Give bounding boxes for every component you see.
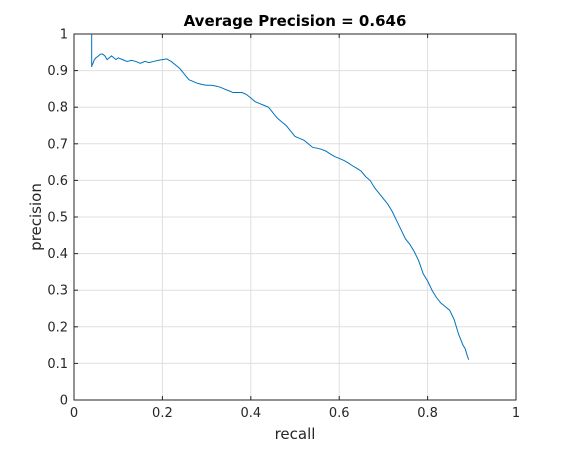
y-axis-label: precision <box>27 183 45 251</box>
y-tick-label: 1 <box>60 28 68 43</box>
x-tick-label: 0.4 <box>240 406 261 421</box>
x-tick-label: 1 <box>512 406 520 421</box>
grid-lines <box>73 33 517 401</box>
y-tick-label: 0.7 <box>47 137 68 152</box>
chart-title: Average Precision = 0.646 <box>184 12 407 30</box>
pr-curve-line <box>91 34 470 360</box>
x-tick-label: 0 <box>70 406 78 421</box>
y-tick-label: 0.4 <box>47 247 68 262</box>
axes-box <box>73 33 517 401</box>
y-tick-label: 0.5 <box>47 211 68 226</box>
y-tick-label: 0.3 <box>47 284 68 299</box>
x-tick-label: 0.6 <box>329 406 350 421</box>
y-tick-label: 0.6 <box>47 174 68 189</box>
axes-frame <box>73 33 517 401</box>
y-tick-label: 0.1 <box>47 357 68 372</box>
series-group <box>91 34 470 360</box>
tick-labels: 0 0.2 0.4 0.6 0.8 1 0 0.1 0.2 0.3 0.4 0.5 0.6 0.7 0.8 0… <box>47 28 520 422</box>
y-tick-label: 0.2 <box>47 320 68 335</box>
y-tick-label: 0 <box>60 394 68 409</box>
x-tick-label: 0.8 <box>417 406 438 421</box>
y-tick-label: 0.8 <box>47 101 68 116</box>
x-axis-label: recall <box>275 425 316 443</box>
y-tick-label: 0.9 <box>47 64 68 79</box>
x-tick-label: 0.2 <box>152 406 173 421</box>
